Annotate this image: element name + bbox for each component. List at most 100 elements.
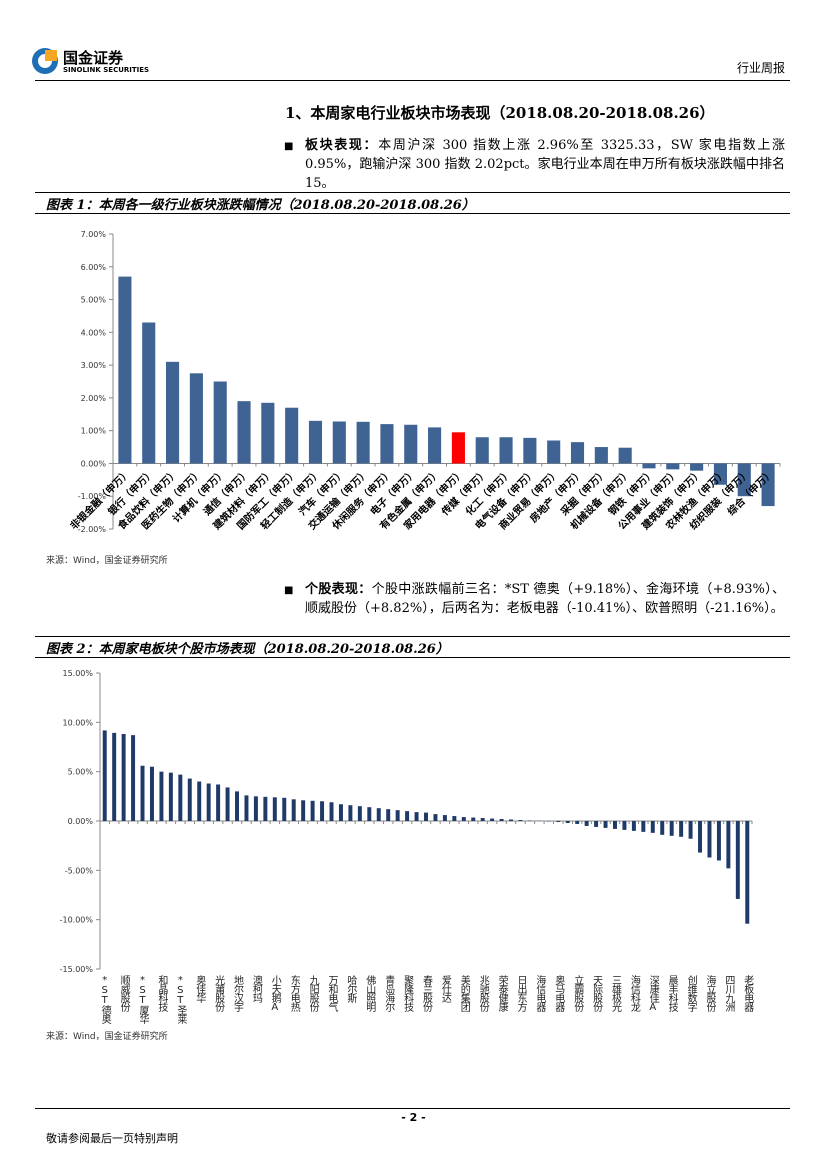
bar [688, 821, 693, 839]
bar [216, 784, 221, 821]
x-tick-label: 兆驰股份 [477, 975, 489, 1013]
bar [386, 809, 391, 821]
y-tick-label: 2.00% [81, 394, 107, 403]
bar [356, 421, 370, 464]
x-tick-label: 爱仕达 [439, 974, 451, 1003]
x-tick-label: 创维数字 [685, 974, 697, 1012]
bar [641, 821, 646, 832]
bar [348, 805, 353, 821]
bar [149, 766, 154, 821]
source: 来源：Wind，国金证券研究所 [46, 556, 168, 566]
bullet: ■ [284, 585, 294, 596]
x-tick-label: 美的集团 [458, 974, 470, 1013]
bar [357, 806, 362, 821]
bar [594, 447, 608, 464]
lead: 板块表现： [305, 138, 379, 153]
x-tick-label: 万和电气 [326, 975, 338, 1012]
bar [213, 381, 227, 464]
x-tick-label: 海信科龙 [628, 974, 640, 1012]
bar [603, 821, 608, 828]
rule [35, 213, 790, 214]
rule [35, 192, 790, 193]
section-title: 1、本周家电行业板块市场表现（2018.08.20-2018.08.26） [285, 104, 715, 122]
rule [35, 1108, 790, 1109]
logo-icon [32, 48, 58, 74]
y-tick-label: -2.00% [78, 525, 107, 534]
bar [461, 817, 466, 821]
bar [452, 816, 457, 821]
bar [713, 463, 727, 485]
x-tick-label: 地尔汉宇 [232, 974, 244, 1012]
x-tick-label: 春兰股份 [421, 975, 433, 1013]
x-tick-label: 海立股份 [704, 974, 716, 1013]
bar [433, 814, 438, 821]
bar [660, 821, 665, 835]
bar [726, 821, 731, 869]
y-tick-label: 6.00% [81, 263, 107, 272]
bar [650, 821, 655, 833]
bar [565, 821, 570, 823]
bar [490, 818, 495, 821]
bar [329, 802, 334, 821]
bar [112, 732, 117, 821]
bar [518, 820, 523, 821]
bar [187, 778, 192, 821]
bar [707, 821, 712, 858]
lead: 个股表现： [305, 582, 372, 597]
y-tick-label: 0.00% [68, 817, 94, 826]
bar [189, 373, 203, 464]
bar [556, 821, 561, 822]
bar [499, 437, 513, 464]
bullet: ■ [284, 141, 294, 152]
x-tick-label: 哈尔斯 [345, 974, 357, 1004]
y-tick-label: 10.00% [62, 718, 93, 727]
x-tick-label: 立霸股份 [572, 974, 584, 1013]
bar [622, 821, 627, 830]
y-tick-label: 5.00% [81, 296, 107, 305]
bar [253, 796, 258, 821]
bar [570, 442, 585, 464]
disclaimer: 敬请参阅最后一页特别声明 [46, 1132, 178, 1145]
y-tick-label: 4.00% [81, 328, 107, 337]
x-tick-label: 奥佳华 [194, 974, 206, 1004]
logo-cn: 国金证券 [63, 49, 124, 67]
x-tick-label: 青岛海尔 [383, 974, 395, 1012]
bar [745, 821, 750, 924]
x-tick-label: 聚隆科技 [402, 975, 414, 1013]
bar [690, 463, 704, 471]
bar [471, 817, 476, 821]
bar [263, 796, 268, 821]
bar [480, 818, 485, 821]
x-tick-label: 顺威股份 [118, 975, 130, 1013]
x-tick-label: 澳柯玛 [250, 974, 262, 1004]
text: 本周沪深 300 指数上涨 2.96%至 3325.33，SW 家电指数上涨 0… [305, 138, 785, 191]
bar [197, 781, 202, 821]
bar [380, 424, 394, 464]
bar [244, 795, 249, 821]
rule [35, 657, 790, 658]
bar [121, 733, 126, 821]
bar [442, 815, 447, 821]
figure-caption: 图表 1：本周各一级行业板块涨跌幅情况（2018.08.20-2018.08.2… [46, 198, 475, 213]
figure-caption: 图表 2：本周家电板块个股市场表现（2018.08.20-2018.08.26） [46, 642, 449, 657]
x-tick-label: 日出东方 [515, 975, 527, 1013]
x-tick-label: 老板电器 [742, 974, 754, 1013]
bar [272, 797, 277, 821]
bar [575, 821, 580, 824]
x-tick-label: 佛山照明 [364, 974, 376, 1013]
bar [367, 807, 372, 821]
x-tick-label: 奥马电器 [553, 974, 565, 1013]
bar [698, 821, 703, 853]
y-tick-label: 3.00% [81, 361, 107, 370]
bar [168, 772, 173, 821]
bar [613, 821, 617, 829]
bar [159, 771, 164, 821]
bar [669, 821, 674, 836]
x-tick-label: 晨丰科技 [666, 975, 678, 1013]
report-type: 行业周报 [736, 61, 785, 75]
x-tick-label: 四川九洲 [723, 975, 735, 1012]
x-tick-label: *ST圣莱 [175, 975, 187, 1025]
y-tick-label: -15.00% [60, 965, 94, 974]
bar [301, 800, 306, 821]
